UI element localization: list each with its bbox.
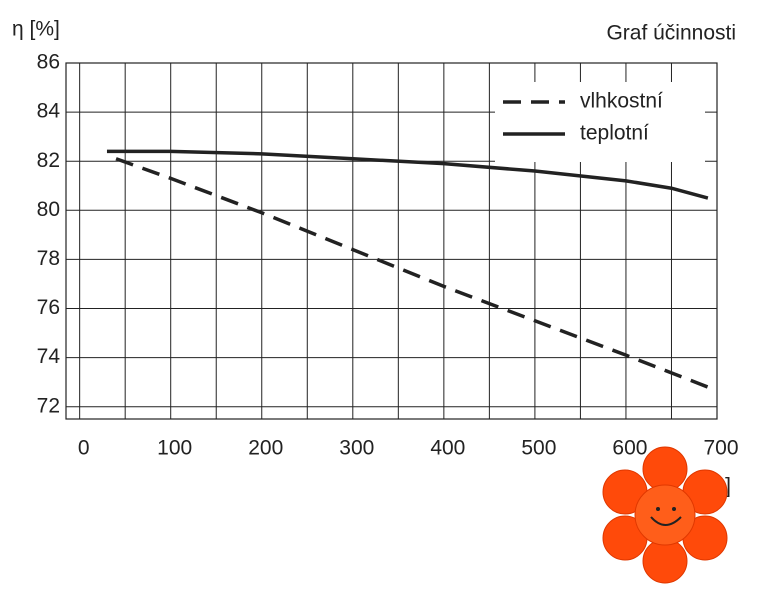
y-tick-label: 78 — [37, 247, 60, 270]
line-series — [106, 149, 709, 200]
y-tick-label: 72 — [37, 394, 60, 417]
x-tick-label: 200 — [248, 437, 283, 460]
y-tick-label: 82 — [37, 149, 60, 172]
x-tick-label: 100 — [157, 437, 192, 460]
x-tick-label: 500 — [521, 437, 556, 460]
plot-frame — [65, 62, 718, 420]
chart-title: Graf účinnosti — [606, 22, 736, 45]
x-tick-label: 600 — [612, 437, 647, 460]
y-tick-label: 80 — [37, 198, 60, 221]
x-tick-label: 0 — [78, 437, 90, 460]
legend-label: vlhkostní — [580, 90, 663, 113]
x-tick-label: 400 — [430, 437, 465, 460]
line-series — [115, 157, 709, 389]
y-tick-label: 86 — [37, 51, 60, 74]
plot-area: 0 100 200 300 400 500 600 700 72 74 76 78 80 82 84 86 vl… — [37, 51, 739, 460]
flower — [602, 446, 728, 584]
y-tick-label: 76 — [37, 296, 60, 319]
y-axis-label: η [%] — [12, 18, 60, 41]
y-tick-label: 84 — [37, 100, 61, 123]
legend-label: teplotní — [580, 122, 649, 145]
legend-box — [495, 82, 705, 162]
x-tick-label: 700 — [703, 437, 738, 460]
x-tick-label: 300 — [339, 437, 374, 460]
y-tick-label: 74 — [37, 345, 61, 368]
